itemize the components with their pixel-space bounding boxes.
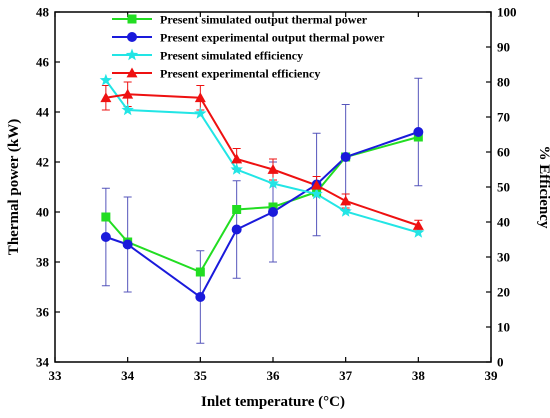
x-tick-label: 37 — [339, 368, 353, 383]
y-right-tick-label: 70 — [497, 110, 510, 125]
series-3-line — [105, 79, 419, 234]
series-3-point — [99, 73, 113, 86]
y-left-tick-label: 42 — [36, 155, 49, 170]
series-2-line — [105, 131, 419, 299]
series-2-point — [122, 239, 133, 250]
series-2-point — [413, 127, 424, 137]
x-tick-label: 35 — [194, 368, 208, 383]
series-3-point — [339, 205, 352, 217]
x-tick-label: 34 — [121, 368, 135, 383]
y-right-axis-title: % Efficiency — [536, 146, 550, 229]
y-left-tick-label: 36 — [36, 305, 50, 320]
legend-label-4: Present experimental efficiency — [160, 67, 320, 81]
y-right-tick-label: 60 — [497, 145, 510, 160]
y-right-tick-label: 20 — [497, 285, 510, 300]
legend-label-1: Present simulated output thermal power — [160, 13, 368, 27]
y-right-tick-label: 0 — [497, 355, 504, 370]
series-4-point — [340, 195, 352, 206]
y-left-tick-label: 40 — [36, 205, 49, 220]
y-left-tick-label: 38 — [36, 255, 50, 270]
x-tick-label: 39 — [485, 368, 499, 383]
legend-marker-3 — [125, 48, 139, 61]
series-3-point — [412, 226, 425, 238]
y-left-tick-label: 46 — [36, 55, 50, 70]
series-4-point — [267, 164, 279, 174]
legend-label-2: Present experimental output thermal powe… — [160, 31, 385, 45]
lines-layer — [105, 79, 419, 299]
x-tick-label: 33 — [49, 368, 63, 383]
series-1-point — [232, 205, 242, 214]
series-3-point — [310, 187, 323, 200]
series-2-point — [100, 232, 111, 242]
series-1-point — [101, 212, 111, 222]
legend-marker-1 — [127, 14, 137, 24]
legend-marker-4 — [126, 67, 138, 78]
legend-label-3: Present simulated efficiency — [160, 49, 303, 63]
ticks-layer: 33 34 35 36 37 38 3934363840424446480102030405… — [36, 5, 517, 384]
series-2-point — [340, 152, 351, 162]
y-left-tick-label: 44 — [36, 105, 50, 120]
series-1-line — [105, 136, 419, 274]
y-right-tick-label: 100 — [497, 5, 517, 20]
x-axis-title: Inlet temperature (°C) — [201, 394, 345, 410]
y-right-tick-label: 40 — [497, 215, 510, 230]
y-right-tick-label: 80 — [497, 75, 510, 90]
legend-marker-2 — [127, 32, 137, 42]
x-tick-label: 36 — [267, 368, 281, 383]
series-3-point — [230, 163, 243, 175]
y-left-axis-title: Thermal power (kW) — [6, 119, 22, 255]
markers-layer — [99, 73, 425, 302]
series-3-point — [194, 107, 207, 119]
series-3-point — [121, 103, 134, 116]
series-1-point — [195, 267, 205, 277]
series-2-point — [195, 292, 206, 302]
series-4-point — [194, 92, 206, 103]
y-left-tick-label: 34 — [36, 355, 50, 370]
series-2-point — [231, 224, 242, 235]
y-right-tick-label: 10 — [497, 320, 510, 335]
y-right-tick-label: 50 — [497, 180, 510, 195]
series-4-point — [122, 88, 134, 99]
series-4-point — [412, 220, 424, 230]
series-3-point — [266, 177, 280, 189]
series-2-point — [268, 207, 278, 217]
x-tick-label: 38 — [412, 368, 426, 383]
series-4-line — [105, 93, 419, 227]
y-right-tick-label: 90 — [497, 40, 510, 55]
y-left-tick-label: 48 — [36, 5, 50, 20]
legend: Present simulated output thermal power Pr… — [112, 13, 385, 81]
y-right-tick-label: 30 — [497, 250, 510, 265]
series-4-point — [231, 153, 243, 164]
series-4-point — [311, 179, 323, 190]
series-4-point — [100, 92, 112, 103]
